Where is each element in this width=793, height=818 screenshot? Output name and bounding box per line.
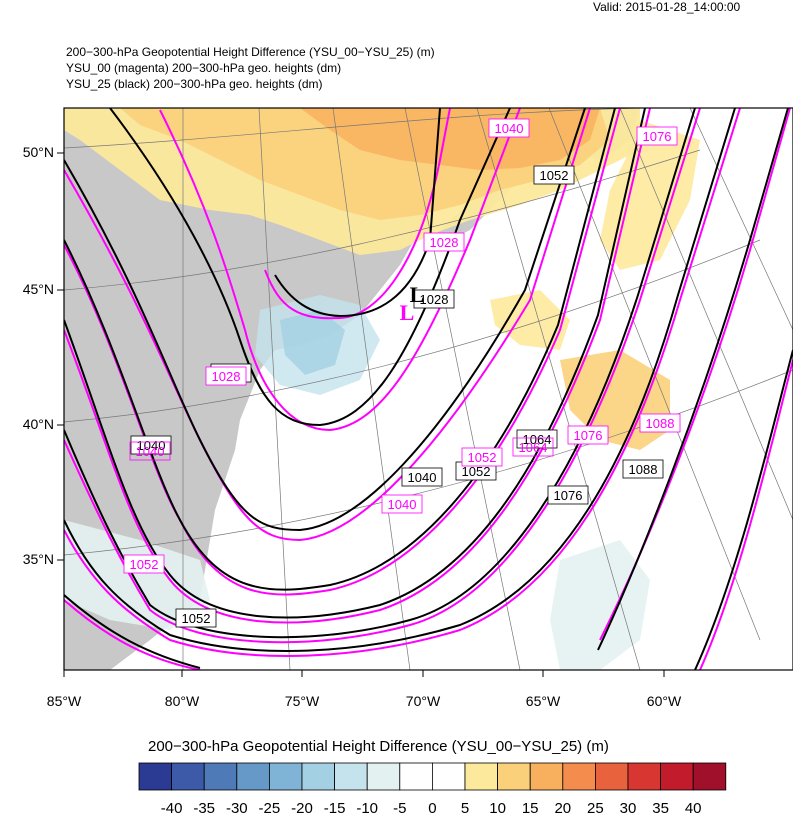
- colorbar-tick-label: -15: [323, 800, 346, 817]
- valid-time: Valid: 2015-01-28_14:00:00: [593, 0, 741, 14]
- colorbar-box: [171, 762, 205, 791]
- colorbar-tick-label: -25: [258, 800, 281, 817]
- lon-label-75w: 75°W: [284, 693, 320, 709]
- colorbar-box: [595, 762, 629, 791]
- label-1052-south: 1052: [182, 611, 211, 626]
- colorbar-box: [334, 762, 368, 791]
- colorbar-box: [236, 762, 270, 791]
- colorbar-box: [301, 762, 335, 791]
- colorbar-box: [562, 762, 596, 791]
- lon-label-70w: 70°W: [405, 693, 441, 709]
- diff-shade-positive-mid-2: [490, 290, 570, 350]
- diff-shade-positive-east: [600, 120, 700, 270]
- lat-label-35n: 35°N: [22, 551, 54, 567]
- colorbar-box: [268, 762, 303, 791]
- colorbar-tick-label: 15: [521, 800, 539, 817]
- title-line-3: YSU_25 (black) 200−300-hPa geo. heights …: [66, 77, 323, 91]
- mlabel-1088: 1088: [646, 416, 675, 431]
- colorbar-box: [464, 762, 498, 791]
- low-marker-magenta: L: [400, 300, 415, 325]
- diff-shade-negative-ne-2: [280, 310, 345, 375]
- colorbar: [138, 762, 727, 791]
- label-1028-low: 1028: [420, 292, 449, 307]
- mlabel-1040-top: 1040: [495, 121, 524, 136]
- colorbar-tick-label: 20: [554, 800, 572, 817]
- map-frame: [63, 107, 793, 671]
- label-1052-top: 1052: [540, 168, 569, 183]
- label-1064: 1064: [523, 432, 552, 447]
- mlabel-1076: 1076: [574, 428, 603, 443]
- colorbar-tick-label: 0: [428, 800, 437, 817]
- magenta-contours: [64, 108, 793, 670]
- colorbar-tick-label: -40: [160, 800, 183, 817]
- title-line-2: YSU_00 (magenta) 200−300-hPa geo. height…: [66, 61, 342, 75]
- lon-label-65w: 65°W: [525, 693, 561, 709]
- mlabel-1052-south: 1052: [130, 557, 159, 572]
- lat-label-50n: 50°N: [22, 144, 54, 160]
- colorbar-box: [692, 762, 727, 791]
- mlabel-1040-mid: 1040: [388, 497, 417, 512]
- colorbar-box: [138, 762, 172, 791]
- colorbar-tick-label: 5: [460, 800, 470, 817]
- low-marker-black: L: [410, 282, 425, 307]
- diff-shade-negative-south: [550, 540, 650, 670]
- colorbar-box: [529, 762, 564, 791]
- colorbar-tick-label: -30: [225, 800, 248, 817]
- magenta-contour-labels: 1040 1076 1028 1028 1040 1052 1064 1076 …: [123, 118, 681, 574]
- label-1088: 1088: [629, 462, 658, 477]
- mlabel-1052-mid: 1052: [468, 450, 497, 465]
- mlabel-1076-top: 1076: [643, 129, 672, 144]
- lon-label-80w: 80°W: [164, 693, 200, 709]
- colorbar-box: [431, 762, 466, 791]
- mlabel-1028-north: 1028: [430, 235, 459, 250]
- colorbar-box: [497, 762, 531, 791]
- diff-shade-negative-sw: [64, 520, 210, 630]
- colorbar-tick-label: 35: [652, 800, 669, 817]
- graticule: [64, 108, 793, 670]
- colorbar-tick-label: -10: [356, 800, 379, 817]
- colorbar-tick-label: -20: [291, 800, 313, 817]
- colorbar-tick-label: -5: [393, 800, 407, 817]
- mlabel-1064: 1064: [519, 440, 548, 455]
- mlabel-1040-west: 1040: [136, 444, 165, 459]
- colorbar-title: 200−300-hPa Geopotential Height Differen…: [148, 738, 609, 755]
- colorbar-box: [399, 762, 433, 791]
- label-1040-mid: 1040: [408, 470, 437, 485]
- axis-ticks: [57, 152, 665, 677]
- colorbar-box: [366, 762, 401, 791]
- colorbar-box: [203, 762, 238, 791]
- colorbar-tick-label: 10: [489, 800, 506, 817]
- lon-label-60w: 60°W: [646, 693, 682, 709]
- mlabel-1028-west: 1028: [212, 369, 241, 384]
- lon-label-85w: 85°W: [46, 693, 82, 709]
- title-line-1: 200−300-hPa Geopotential Height Differen…: [66, 45, 435, 59]
- label-1076: 1076: [554, 488, 583, 503]
- colorbar-box: [660, 762, 694, 791]
- lat-label-40n: 40°N: [22, 416, 54, 432]
- colorbar-tick-label: 30: [619, 800, 637, 817]
- lat-label-45n: 45°N: [22, 281, 54, 297]
- colorbar-box: [627, 762, 661, 791]
- colorbar-tick-label: 40: [684, 800, 702, 817]
- label-1052-mid: 1052: [462, 464, 491, 479]
- colorbar-tick-label: 25: [587, 800, 604, 817]
- colorbar-tick-label: -35: [193, 800, 216, 817]
